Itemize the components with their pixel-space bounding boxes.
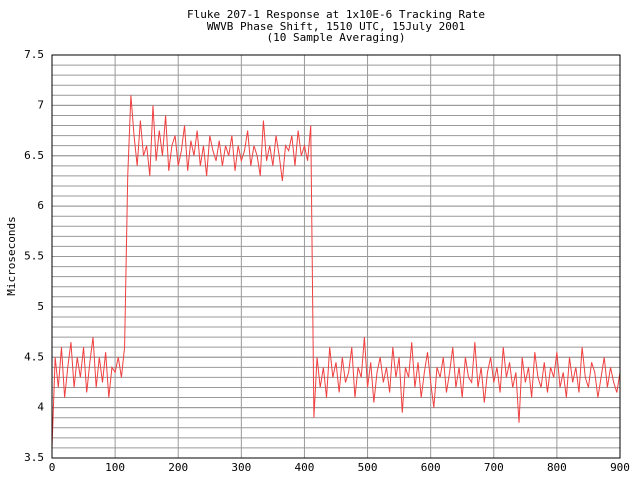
y-axis-label: Microseconds — [5, 216, 18, 295]
x-tick-label: 500 — [358, 461, 378, 474]
chart-annotation: (10 Sample Averaging) — [266, 31, 405, 44]
y-tick-label: 3.5 — [24, 451, 44, 464]
plot-frame — [51, 54, 621, 459]
x-tick-label: 100 — [105, 461, 125, 474]
x-tick-label: 900 — [610, 461, 630, 474]
data-line — [51, 95, 621, 448]
chart-subtitle: WWVB Phase Shift, 1510 UTC, 15July 2001 — [207, 20, 465, 33]
y-tick-label: 5 — [37, 300, 44, 313]
x-tick-label: 700 — [484, 461, 504, 474]
chart-title: Fluke 207-1 Response at 1x10E-6 Tracking… — [187, 8, 485, 21]
x-tick-label: 300 — [231, 461, 251, 474]
y-tick-label: 5.5 — [24, 250, 44, 263]
x-tick-label: 0 — [49, 461, 56, 474]
x-tick-label: 400 — [295, 461, 315, 474]
y-tick-label: 7 — [37, 98, 44, 111]
x-tick-label: 600 — [421, 461, 441, 474]
y-tick-label: 4 — [37, 401, 44, 414]
y-tick-label: 4.5 — [24, 350, 44, 363]
x-tick-label: 200 — [168, 461, 188, 474]
y-tick-label: 6 — [37, 199, 44, 212]
y-tick-label: 6.5 — [24, 149, 44, 162]
y-tick-label: 7.5 — [24, 48, 44, 61]
x-tick-label: 800 — [547, 461, 567, 474]
